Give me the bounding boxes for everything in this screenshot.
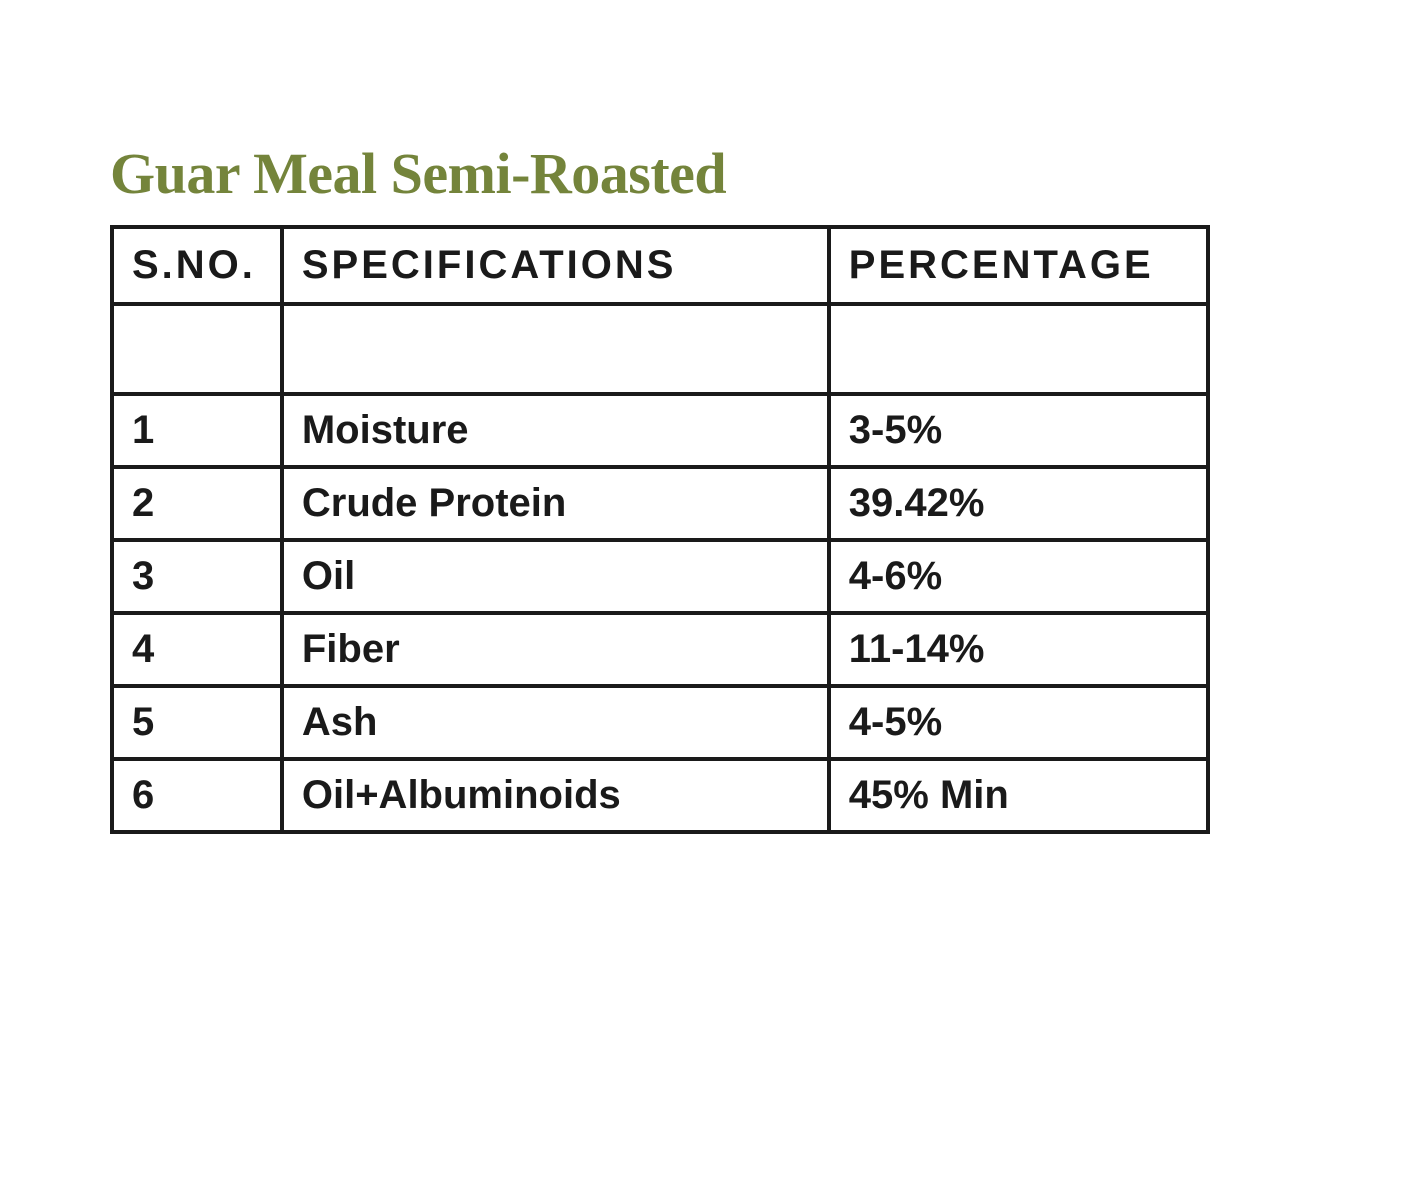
header-spec: SPECIFICATIONS xyxy=(282,227,829,304)
cell-pct: 3-5% xyxy=(829,394,1208,467)
table-header-row: S.NO. SPECIFICATIONS PERCENTAGE xyxy=(112,227,1208,304)
table-row: 6 Oil+Albuminoids 45% Min xyxy=(112,759,1208,832)
cell-sno: 4 xyxy=(112,613,282,686)
cell-pct: 39.42% xyxy=(829,467,1208,540)
table-row: 2 Crude Protein 39.42% xyxy=(112,467,1208,540)
cell-spec: Fiber xyxy=(282,613,829,686)
page: Guar Meal Semi-Roasted S.NO. SPECIFICATI… xyxy=(0,0,1425,834)
cell-spec: Crude Protein xyxy=(282,467,829,540)
cell-spec: Oil xyxy=(282,540,829,613)
cell-spec: Moisture xyxy=(282,394,829,467)
cell-spec: Oil+Albuminoids xyxy=(282,759,829,832)
table-row: 1 Moisture 3-5% xyxy=(112,394,1208,467)
cell-sno: 1 xyxy=(112,394,282,467)
cell-empty-spec xyxy=(282,304,829,394)
cell-pct: 4-5% xyxy=(829,686,1208,759)
cell-spec: Ash xyxy=(282,686,829,759)
cell-sno: 6 xyxy=(112,759,282,832)
header-pct: PERCENTAGE xyxy=(829,227,1208,304)
table-row: 4 Fiber 11-14% xyxy=(112,613,1208,686)
table-body: 1 Moisture 3-5% 2 Crude Protein 39.42% 3… xyxy=(112,304,1208,832)
page-title: Guar Meal Semi-Roasted xyxy=(110,140,1315,207)
cell-sno: 5 xyxy=(112,686,282,759)
table-row: 5 Ash 4-5% xyxy=(112,686,1208,759)
table-row-empty xyxy=(112,304,1208,394)
header-sno: S.NO. xyxy=(112,227,282,304)
cell-sno: 3 xyxy=(112,540,282,613)
cell-empty-pct xyxy=(829,304,1208,394)
cell-pct: 4-6% xyxy=(829,540,1208,613)
table-head: S.NO. SPECIFICATIONS PERCENTAGE xyxy=(112,227,1208,304)
table-row: 3 Oil 4-6% xyxy=(112,540,1208,613)
spec-table: S.NO. SPECIFICATIONS PERCENTAGE 1 Moistu… xyxy=(110,225,1210,834)
cell-sno: 2 xyxy=(112,467,282,540)
cell-pct: 45% Min xyxy=(829,759,1208,832)
cell-empty-sno xyxy=(112,304,282,394)
cell-pct: 11-14% xyxy=(829,613,1208,686)
